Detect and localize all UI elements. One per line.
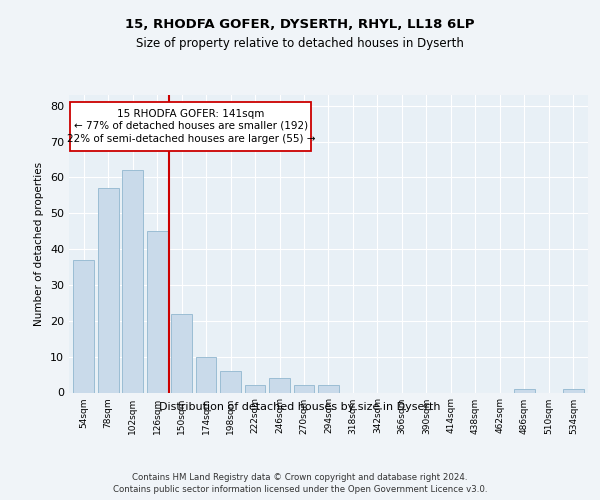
Bar xyxy=(293,386,314,392)
Text: 15 RHODFA GOFER: 141sqm: 15 RHODFA GOFER: 141sqm xyxy=(117,108,265,118)
Text: ← 77% of detached houses are smaller (192): ← 77% of detached houses are smaller (19… xyxy=(74,121,308,131)
Text: Distribution of detached houses by size in Dyserth: Distribution of detached houses by size … xyxy=(159,402,441,412)
Bar xyxy=(122,170,143,392)
Bar xyxy=(171,314,192,392)
Bar xyxy=(318,386,339,392)
Text: 22% of semi-detached houses are larger (55) →: 22% of semi-detached houses are larger (… xyxy=(67,134,315,143)
Bar xyxy=(73,260,94,392)
Bar xyxy=(220,371,241,392)
Bar xyxy=(563,389,584,392)
Text: Contains HM Land Registry data © Crown copyright and database right 2024.: Contains HM Land Registry data © Crown c… xyxy=(132,472,468,482)
Bar xyxy=(269,378,290,392)
Bar xyxy=(196,356,217,392)
Bar xyxy=(98,188,119,392)
Y-axis label: Number of detached properties: Number of detached properties xyxy=(34,162,44,326)
Text: Size of property relative to detached houses in Dyserth: Size of property relative to detached ho… xyxy=(136,38,464,51)
Bar xyxy=(147,231,167,392)
Text: 15, RHODFA GOFER, DYSERTH, RHYL, LL18 6LP: 15, RHODFA GOFER, DYSERTH, RHYL, LL18 6L… xyxy=(125,18,475,30)
Bar xyxy=(514,389,535,392)
Bar xyxy=(245,386,265,392)
Text: Contains public sector information licensed under the Open Government Licence v3: Contains public sector information licen… xyxy=(113,485,487,494)
FancyBboxPatch shape xyxy=(70,102,311,150)
